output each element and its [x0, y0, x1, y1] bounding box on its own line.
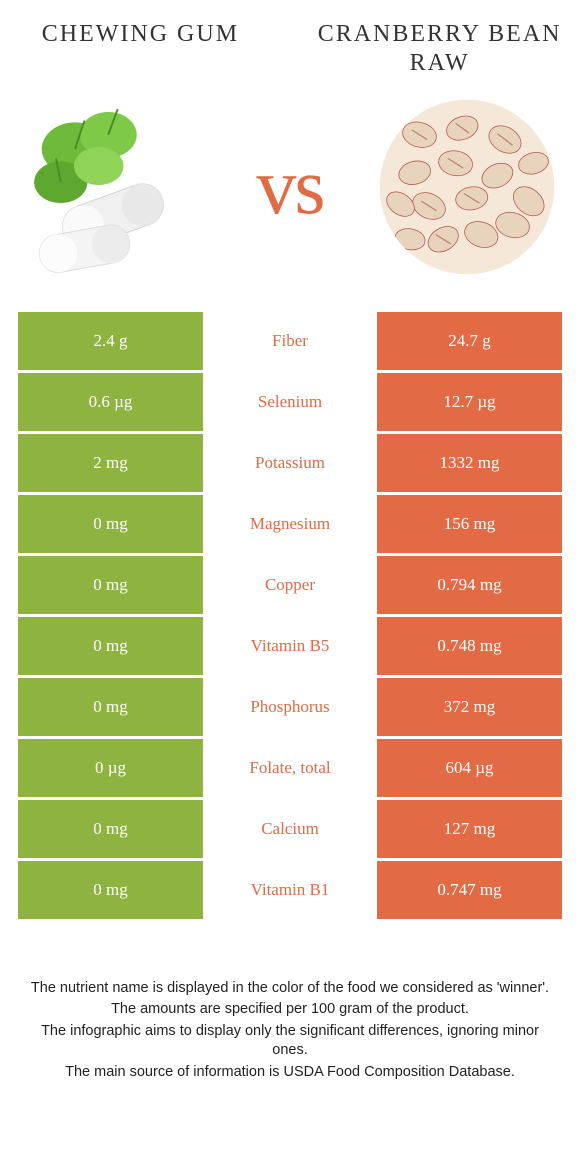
right-food-title: Cranberry Bean Raw [317, 20, 562, 78]
right-value-cell: 0.794 mg [377, 556, 562, 614]
vs-label: vs [256, 147, 323, 227]
left-value-cell: 2 mg [18, 434, 203, 492]
footer-text: The nutrient name is displayed in the co… [18, 979, 562, 1083]
table-row: 2 mgPotassium1332 mg [18, 434, 562, 492]
table-row: 2.4 gFiber24.7 g [18, 312, 562, 370]
right-food-image [372, 92, 562, 282]
right-value-cell: 372 mg [377, 678, 562, 736]
table-row: 0.6 µgSelenium12.7 µg [18, 373, 562, 431]
footer-line-3: The infographic aims to display only the… [28, 1022, 552, 1061]
right-value-cell: 24.7 g [377, 312, 562, 370]
nutrient-name-cell: Copper [203, 556, 377, 614]
footer-line-2: The amounts are specified per 100 gram o… [28, 1000, 552, 1020]
left-value-cell: 0 mg [18, 800, 203, 858]
nutrient-name-cell: Vitamin B1 [203, 861, 377, 919]
nutrient-name-cell: Folate, total [203, 739, 377, 797]
nutrient-name-cell: Selenium [203, 373, 377, 431]
left-food-title: Chewing Gum [18, 20, 263, 78]
left-value-cell: 0 mg [18, 495, 203, 553]
table-row: 0 mgVitamin B10.747 mg [18, 861, 562, 919]
footer-line-1: The nutrient name is displayed in the co… [28, 979, 552, 999]
left-value-cell: 0.6 µg [18, 373, 203, 431]
right-value-cell: 0.747 mg [377, 861, 562, 919]
table-row: 0 mgPhosphorus372 mg [18, 678, 562, 736]
nutrient-name-cell: Vitamin B5 [203, 617, 377, 675]
table-row: 0 mgMagnesium156 mg [18, 495, 562, 553]
header-row: Chewing Gum Cranberry Bean Raw [18, 20, 562, 78]
nutrient-table: 2.4 gFiber24.7 g0.6 µgSelenium12.7 µg2 m… [18, 312, 562, 919]
left-value-cell: 0 mg [18, 861, 203, 919]
nutrient-name-cell: Calcium [203, 800, 377, 858]
nutrient-name-cell: Fiber [203, 312, 377, 370]
right-value-cell: 0.748 mg [377, 617, 562, 675]
table-row: 0 mgCalcium127 mg [18, 800, 562, 858]
nutrient-name-cell: Phosphorus [203, 678, 377, 736]
table-row: 0 mgVitamin B50.748 mg [18, 617, 562, 675]
table-row: 0 mgCopper0.794 mg [18, 556, 562, 614]
nutrient-name-cell: Magnesium [203, 495, 377, 553]
left-value-cell: 0 mg [18, 678, 203, 736]
image-row: vs [18, 92, 562, 282]
nutrient-name-cell: Potassium [203, 434, 377, 492]
footer-line-4: The main source of information is USDA F… [28, 1063, 552, 1083]
right-value-cell: 156 mg [377, 495, 562, 553]
left-value-cell: 2.4 g [18, 312, 203, 370]
right-value-cell: 127 mg [377, 800, 562, 858]
left-value-cell: 0 mg [18, 556, 203, 614]
table-row: 0 µgFolate, total604 µg [18, 739, 562, 797]
right-value-cell: 12.7 µg [377, 373, 562, 431]
right-value-cell: 604 µg [377, 739, 562, 797]
left-value-cell: 0 µg [18, 739, 203, 797]
left-food-image [18, 92, 208, 282]
left-value-cell: 0 mg [18, 617, 203, 675]
right-value-cell: 1332 mg [377, 434, 562, 492]
